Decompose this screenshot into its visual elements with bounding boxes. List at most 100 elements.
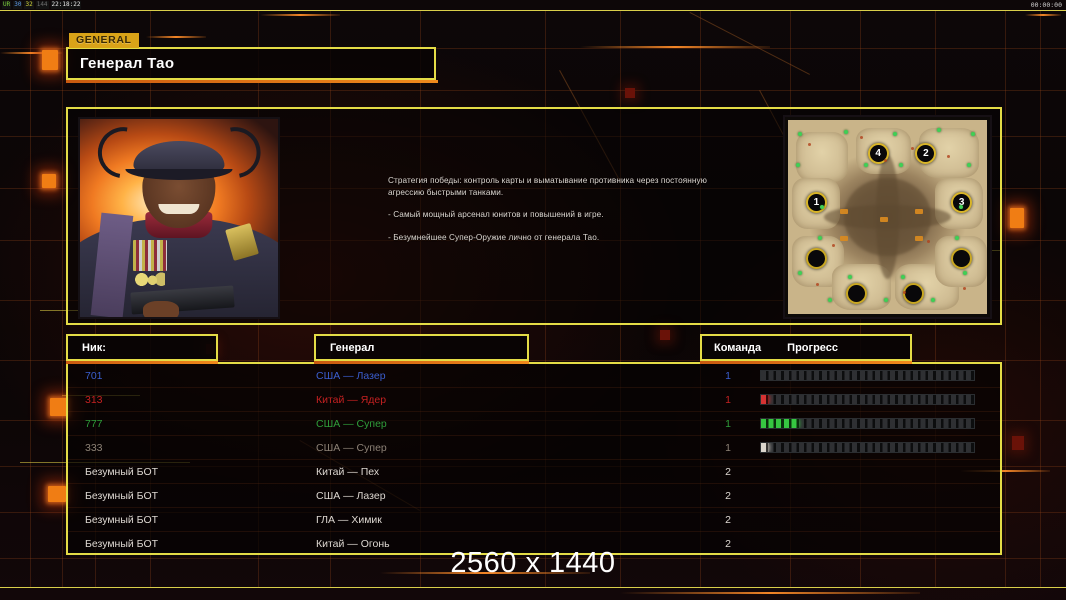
performance-stats-overlay: UR 30 32 144 22:18:22 <box>2 1 82 9</box>
minimap-plateau <box>795 131 848 183</box>
general-info-panel: Стратегия победы: контроль карты и вымат… <box>66 107 1002 325</box>
minimap-spawn-slot[interactable]: 3 <box>951 191 973 213</box>
table-row[interactable]: Безумный БОТ Китай — Пех 2 <box>68 460 1000 484</box>
bg-horizontal-line <box>0 48 1066 49</box>
player-list-table: 701 США — Лазер 1 313 Китай — Ядер 1 777 США — … <box>66 362 1002 555</box>
minimap-tree <box>847 275 852 280</box>
row-team: 1 <box>725 393 731 406</box>
minimap-rock <box>963 286 967 290</box>
row-general: Китай — Огонь <box>316 538 390 550</box>
row-general: Китай — Ядер <box>316 393 387 406</box>
minimap-rock <box>911 147 915 151</box>
bg-orange-line <box>260 14 340 16</box>
progress-bar <box>760 394 975 405</box>
bg-glow-marker <box>1010 208 1024 228</box>
bg-horizontal-line <box>0 360 1066 361</box>
row-team: 2 <box>725 465 731 478</box>
column-header-general-label: Генерал <box>330 341 375 354</box>
row-nick: Безумный БОТ <box>85 538 159 550</box>
stats-token: 32 <box>24 1 34 9</box>
row-progress <box>754 394 1000 405</box>
minimap-rock <box>927 240 931 244</box>
minimap-spawn-slot[interactable] <box>805 248 827 270</box>
column-header-general: Генерал <box>314 334 529 364</box>
bg-vertical-line <box>30 10 31 588</box>
row-nick: Безумный БОТ <box>85 489 159 502</box>
minimap-tree <box>795 162 800 167</box>
table-row[interactable]: 333 США — Супер 1 <box>68 436 1000 460</box>
minimap-tree <box>931 298 936 303</box>
bg-orange-line <box>580 46 770 48</box>
minimap-rock <box>947 154 951 158</box>
general-description: Стратегия победы: контроль карты и вымат… <box>388 175 718 243</box>
row-general: США — Лазер <box>316 489 386 502</box>
row-team: 1 <box>725 441 731 454</box>
general-tab-label[interactable]: GENERAL <box>69 33 139 48</box>
minimap-spawn-slot[interactable]: 4 <box>867 143 889 165</box>
stats-token: UR <box>2 1 12 9</box>
table-row[interactable]: Безумный БОТ ГЛА — Химик 2 <box>68 508 1000 532</box>
bg-vertical-line <box>1040 10 1041 588</box>
table-row[interactable]: 313 Китай — Ядер 1 <box>68 388 1000 412</box>
row-nick: Безумный БОТ <box>85 465 159 478</box>
minimap-tree <box>797 271 802 276</box>
minimap-rock <box>815 282 819 286</box>
minimap-tree <box>967 162 972 167</box>
table-row[interactable]: Безумный БОТ США — Лазер 2 <box>68 484 1000 508</box>
column-header-nick-label: Ник: <box>82 341 106 354</box>
stats-token: 30 <box>13 1 23 9</box>
row-progress <box>754 370 1000 381</box>
minimap-tree <box>901 275 906 280</box>
row-team: 2 <box>725 489 731 502</box>
match-timer: 00:00:00 <box>1030 1 1062 9</box>
minimap-structure <box>839 236 848 242</box>
minimap-tree <box>971 131 976 136</box>
minimap-tree <box>899 162 904 167</box>
general-name-field[interactable]: Генерал Тао <box>66 47 436 80</box>
minimap-structure <box>879 217 888 222</box>
row-team: 2 <box>725 513 731 526</box>
minimap-rock <box>903 290 907 294</box>
minimap-tree <box>817 236 822 241</box>
minimap-tree <box>863 162 868 167</box>
description-paragraph: Стратегия победы: контроль карты и вымат… <box>388 176 707 197</box>
bg-glow-marker <box>625 88 635 98</box>
column-header-nick: Ник: <box>66 334 218 364</box>
description-paragraph: - Самый мощный арсенал юнитов и повышени… <box>388 210 604 220</box>
resolution-overlay: 2560 x 1440 <box>450 547 616 579</box>
table-row[interactable]: 701 США — Лазер 1 <box>68 364 1000 388</box>
minimap-spawn-slot[interactable] <box>951 248 973 270</box>
table-row[interactable]: Безумный БОТ Китай — Огонь 2 <box>68 532 1000 556</box>
general-name-value: Генерал Тао <box>80 55 175 72</box>
frame-bottom-line <box>0 587 1066 588</box>
minimap-structure <box>839 209 848 215</box>
bg-orange-line <box>620 592 920 594</box>
row-nick: 777 <box>85 417 103 430</box>
minimap-spawn-slot[interactable]: 1 <box>805 191 827 213</box>
bg-vertical-line <box>62 10 63 588</box>
row-nick: 313 <box>85 393 103 406</box>
bg-horizontal-line <box>0 90 1066 91</box>
minimap-spawn-slot[interactable]: 2 <box>915 143 937 165</box>
minimap-rock <box>807 143 811 147</box>
minimap-tree <box>959 205 964 210</box>
minimap-structure <box>915 209 924 215</box>
bg-glow-marker <box>48 486 66 502</box>
bg-glow-marker <box>1012 436 1024 450</box>
table-row[interactable]: 777 США — Супер 1 <box>68 412 1000 436</box>
column-header-progress-label: Прогресс <box>787 341 839 354</box>
row-nick: 701 <box>85 369 103 382</box>
minimap-tree <box>819 205 824 210</box>
row-progress <box>754 442 1000 453</box>
stats-token: 144 <box>35 1 49 9</box>
minimap-spawn-slot[interactable] <box>845 282 867 304</box>
bg-orange-line <box>960 470 1050 472</box>
row-nick: 333 <box>85 441 103 454</box>
minimap-tree <box>827 298 832 303</box>
minimap-tree <box>883 298 888 303</box>
bg-vertical-line <box>1005 10 1006 588</box>
frame-top-line <box>0 10 1066 11</box>
minimap-icon[interactable]: 4 2 1 3 <box>783 115 992 319</box>
minimap-ravine <box>843 178 932 256</box>
